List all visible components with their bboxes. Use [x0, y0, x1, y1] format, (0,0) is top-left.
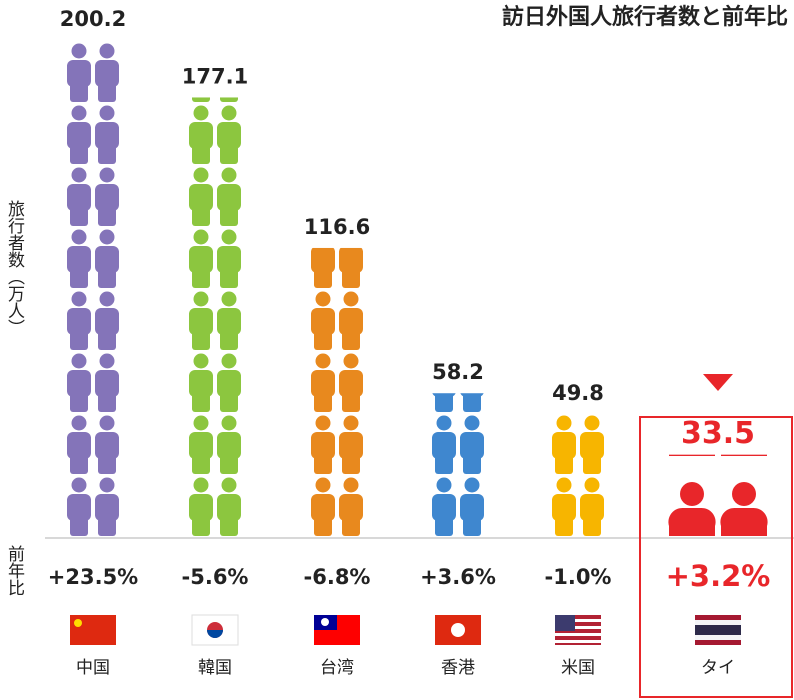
yoy-label: +3.6%: [420, 565, 496, 589]
yoy-label: +3.2%: [666, 559, 771, 593]
flag-stripe: [555, 640, 601, 643]
category-label: 台湾: [320, 658, 354, 678]
category-label: 香港: [441, 658, 475, 678]
value-label: 33.5: [681, 416, 755, 451]
flag-taeguk-blue: [207, 630, 223, 638]
flag-flower: [451, 623, 465, 637]
pictogram-column: [309, 247, 365, 538]
flag-stripe: [555, 633, 601, 636]
pictogram-column: [430, 393, 486, 538]
yoy-label: 前年比: [4, 545, 25, 596]
pictogram-column: [550, 414, 606, 538]
value-label: 58.2: [432, 360, 484, 384]
flag-stripe: [555, 626, 601, 629]
value-label: 49.8: [552, 381, 604, 405]
flag-canton: [555, 615, 575, 631]
category-label: 米国: [561, 658, 595, 678]
flag-star: [74, 619, 82, 627]
category-label: 中国: [76, 658, 110, 678]
pictogram-column: [65, 40, 121, 538]
yoy-label: -5.6%: [182, 565, 249, 589]
chart-title: 訪日外国人旅行者数と前年比: [502, 4, 788, 30]
yoy-label: -1.0%: [545, 565, 612, 589]
pictogram-column: [666, 454, 770, 538]
yoy-label: +23.5%: [48, 565, 138, 589]
category-label: タイ: [701, 658, 735, 678]
y-axis-label: 旅行者数（万人）: [4, 200, 25, 336]
yoy-label: -6.8%: [304, 565, 371, 589]
flags: [70, 614, 741, 646]
value-label: 177.1: [182, 64, 248, 88]
pictogram-column: [187, 97, 243, 538]
flag-stripe: [555, 619, 601, 622]
flag-band: [695, 625, 741, 635]
category-label: 韓国: [198, 658, 232, 678]
flag-sun: [321, 618, 329, 626]
value-label: 200.2: [60, 7, 126, 31]
highlight-arrow: [703, 374, 733, 391]
value-label: 116.6: [304, 215, 370, 239]
highlight-box: [639, 416, 793, 698]
